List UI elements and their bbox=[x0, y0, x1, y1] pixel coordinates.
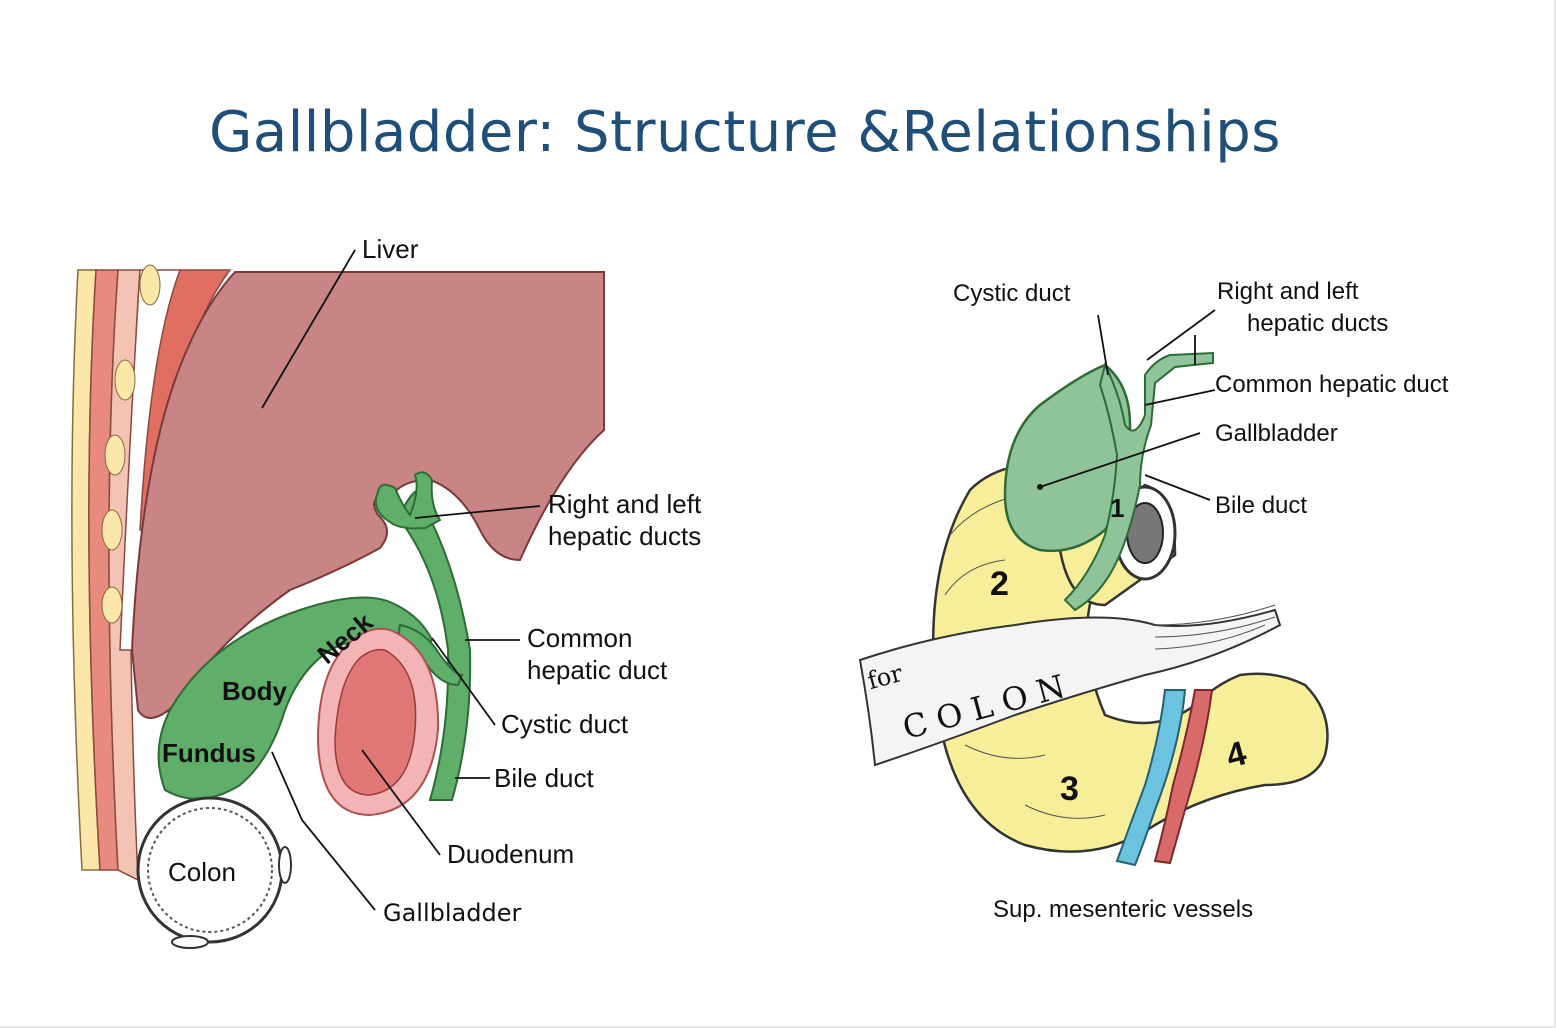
label-fundus: Fundus bbox=[162, 738, 256, 768]
right-leader-lines bbox=[1039, 309, 1216, 501]
label-liver: Liver bbox=[362, 234, 419, 264]
label-body: Body bbox=[222, 676, 288, 706]
gallbladder-pear bbox=[1003, 363, 1132, 552]
label-bile-duct: Bile duct bbox=[494, 763, 594, 793]
rlabel-right-left-hepatic-1: Right and left bbox=[1217, 278, 1359, 305]
rlabel-part-1: 1 bbox=[1110, 493, 1124, 523]
rlabel-sup-mesenteric: Sup. mesenteric vessels bbox=[993, 896, 1253, 923]
slide-border-bottom bbox=[0, 1026, 1556, 1028]
label-right-left-hepatic-1: Right and left bbox=[548, 489, 702, 519]
label-colon: Colon bbox=[168, 857, 236, 887]
label-cystic-duct: Cystic duct bbox=[501, 709, 629, 739]
hepatic-ducts-shape bbox=[374, 471, 442, 530]
colon-shape bbox=[136, 796, 292, 949]
right-anatomy-diagram: Cystic duct Right and left hepatic ducts… bbox=[858, 278, 1449, 923]
label-common-hepatic-1: Common bbox=[527, 623, 632, 653]
rlabel-right-left-hepatic-2: hepatic ducts bbox=[1247, 310, 1388, 337]
left-anatomy-diagram: Liver Right and left hepatic ducts Commo… bbox=[71, 234, 702, 949]
slide-border-right bbox=[1554, 0, 1556, 1028]
rlabel-common-hepatic: Common hepatic duct bbox=[1215, 371, 1449, 398]
colon-band bbox=[858, 604, 1282, 767]
label-common-hepatic-2: hepatic duct bbox=[527, 655, 668, 685]
rlabel-part-3: 3 bbox=[1060, 770, 1079, 808]
duodenum-shape bbox=[316, 627, 440, 817]
ducts-tree bbox=[1063, 351, 1214, 612]
slide-title: Gallbladder: Structure &Relationships bbox=[209, 100, 1281, 165]
rlabel-part-2: 2 bbox=[990, 565, 1009, 603]
label-gallbladder: Gallbladder bbox=[383, 899, 521, 927]
liver-shape bbox=[130, 271, 605, 719]
rlabel-cystic-duct: Cystic duct bbox=[953, 280, 1071, 307]
abdominal-wall bbox=[71, 264, 232, 882]
label-duodenum: Duodenum bbox=[447, 839, 574, 869]
mesenteric-vessels bbox=[1115, 689, 1214, 867]
rlabel-gallbladder: Gallbladder bbox=[1215, 420, 1338, 447]
leader-lines bbox=[261, 249, 541, 911]
rlabel-bile-duct: Bile duct bbox=[1215, 492, 1307, 519]
label-right-left-hepatic-2: hepatic ducts bbox=[548, 521, 701, 551]
